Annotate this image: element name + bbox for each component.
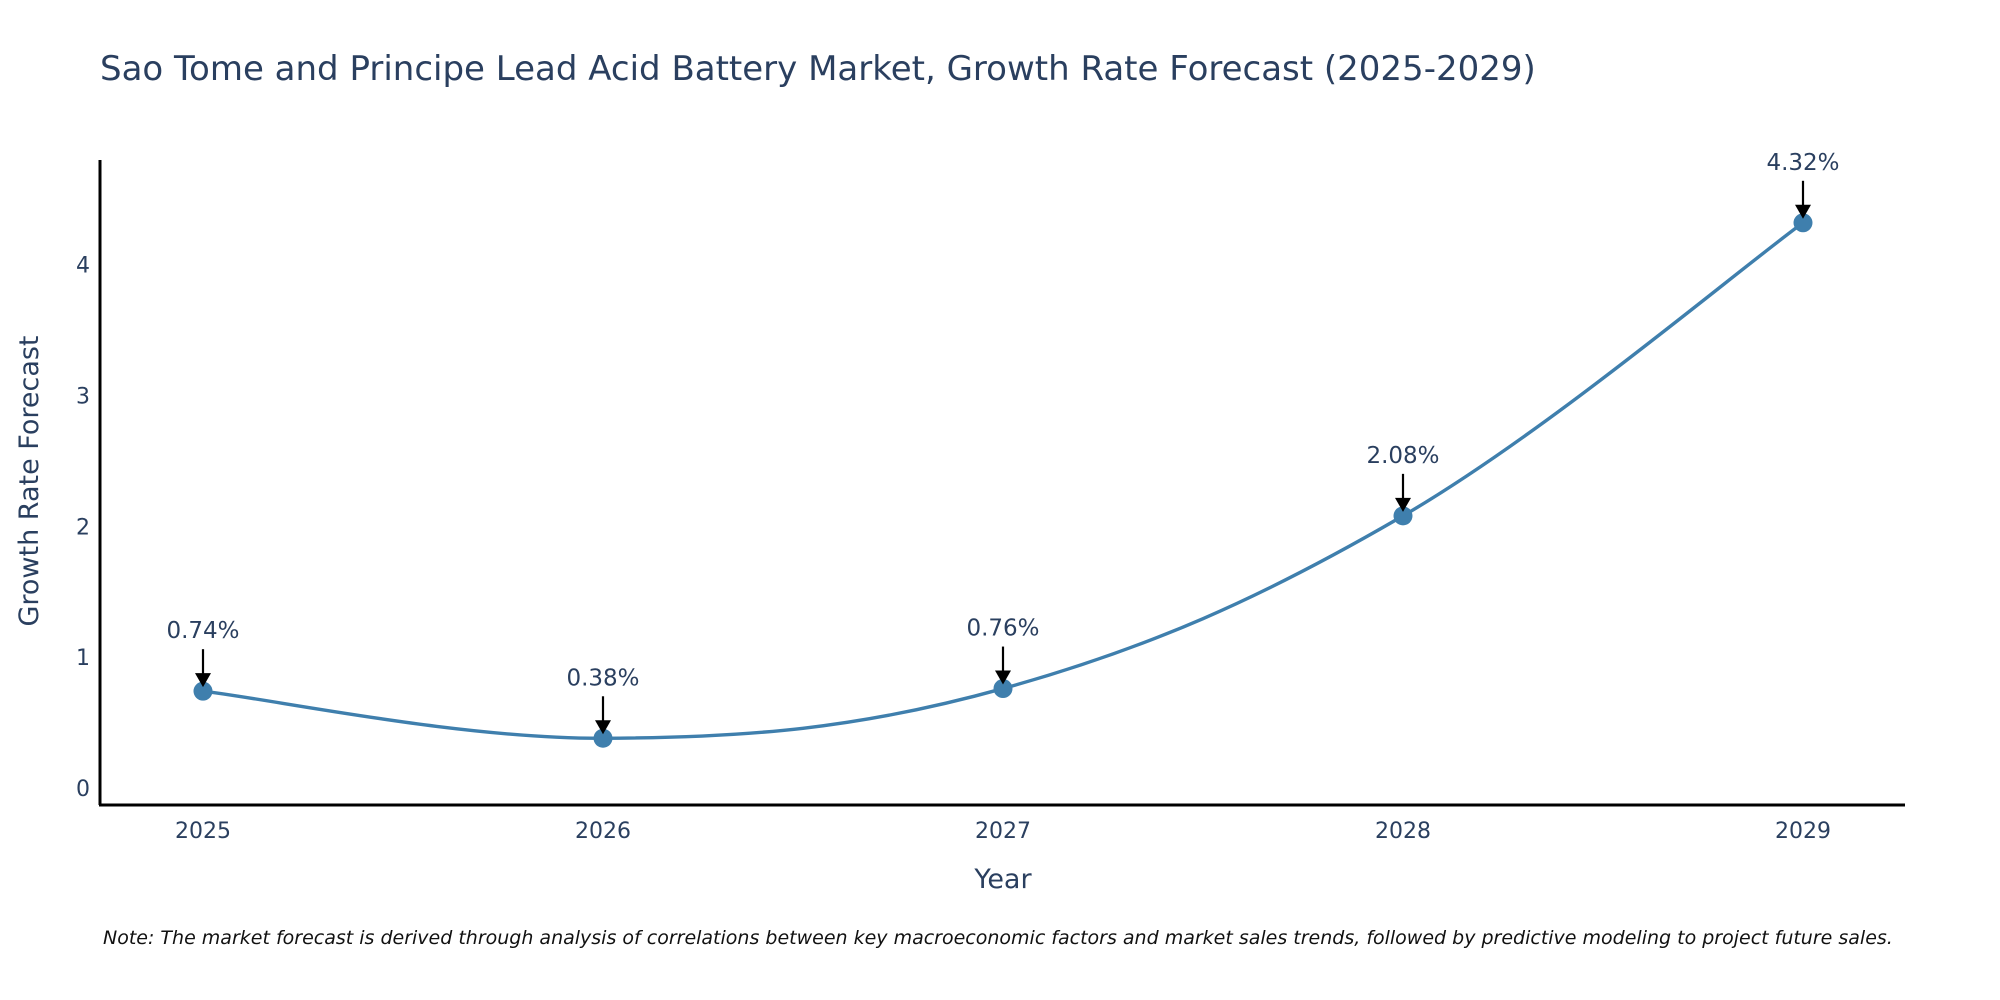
x-tick-label: 2026 <box>575 819 631 844</box>
data-point-2026[interactable] <box>593 728 613 748</box>
data-label-2028: 2.08% <box>1366 443 1439 469</box>
chart-note: Note: The market forecast is derived thr… <box>103 927 1893 949</box>
x-tick-label: 2029 <box>1775 819 1831 844</box>
annotations-layer: 0.74% 0.38% 0.76% 2.08% 4.32% <box>166 150 1840 735</box>
x-tick-label: 2028 <box>1375 819 1431 844</box>
y-axis-title: Growth Rate Forecast <box>14 335 45 626</box>
data-label-2029: 4.32% <box>1766 150 1839 176</box>
markers-layer <box>193 213 1813 748</box>
y-tick-label: 2 <box>76 515 90 540</box>
x-tick-label: 2025 <box>175 819 231 844</box>
data-point-2025[interactable] <box>193 681 213 701</box>
data-point-2028[interactable] <box>1393 506 1413 526</box>
annotation-arrow-head <box>595 720 611 735</box>
data-label-2027: 0.76% <box>966 616 1039 642</box>
y-tick-label: 4 <box>76 254 90 279</box>
annotation-arrow-head <box>995 670 1011 685</box>
y-ticks: 0 1 2 3 4 <box>76 254 90 802</box>
axes <box>98 160 1905 807</box>
y-tick-label: 0 <box>76 777 90 802</box>
data-label-2025: 0.74% <box>166 618 239 644</box>
annotation-arrow-head <box>1795 204 1811 219</box>
annotation-arrow-head <box>195 673 211 688</box>
x-ticks: 2025 2026 2027 2028 2029 <box>175 819 1831 844</box>
x-axis-title: Year <box>973 864 1032 895</box>
annotation-arrow-head <box>1395 497 1411 512</box>
data-label-2026: 0.38% <box>566 665 639 691</box>
data-point-2027[interactable] <box>993 679 1013 699</box>
y-tick-label: 1 <box>76 646 90 671</box>
chart-title: Sao Tome and Principe Lead Acid Battery … <box>100 49 1536 89</box>
data-point-2029[interactable] <box>1793 213 1813 233</box>
y-tick-label: 3 <box>76 384 90 409</box>
x-tick-label: 2027 <box>975 819 1031 844</box>
